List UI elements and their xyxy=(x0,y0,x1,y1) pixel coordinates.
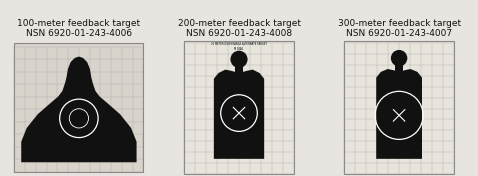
Polygon shape xyxy=(214,70,264,159)
Title: 100-meter feedback target
NSN 6920-01-243-4006: 100-meter feedback target NSN 6920-01-24… xyxy=(17,18,141,38)
Title: 200-meter feedback target
NSN 6920-01-243-4008: 200-meter feedback target NSN 6920-01-24… xyxy=(177,18,301,38)
Polygon shape xyxy=(376,69,422,159)
Bar xyxy=(395,57,403,71)
Circle shape xyxy=(230,51,248,68)
Title: 300-meter feedback target
NSN 6920-01-243-4007: 300-meter feedback target NSN 6920-01-24… xyxy=(337,18,461,38)
Text: M 16A1: M 16A1 xyxy=(234,47,244,51)
Polygon shape xyxy=(21,56,137,162)
Circle shape xyxy=(391,50,407,66)
Text: 25 METER DOWNRANGE ALTERNATE TARGET: 25 METER DOWNRANGE ALTERNATE TARGET xyxy=(211,42,267,46)
Bar xyxy=(235,58,243,72)
